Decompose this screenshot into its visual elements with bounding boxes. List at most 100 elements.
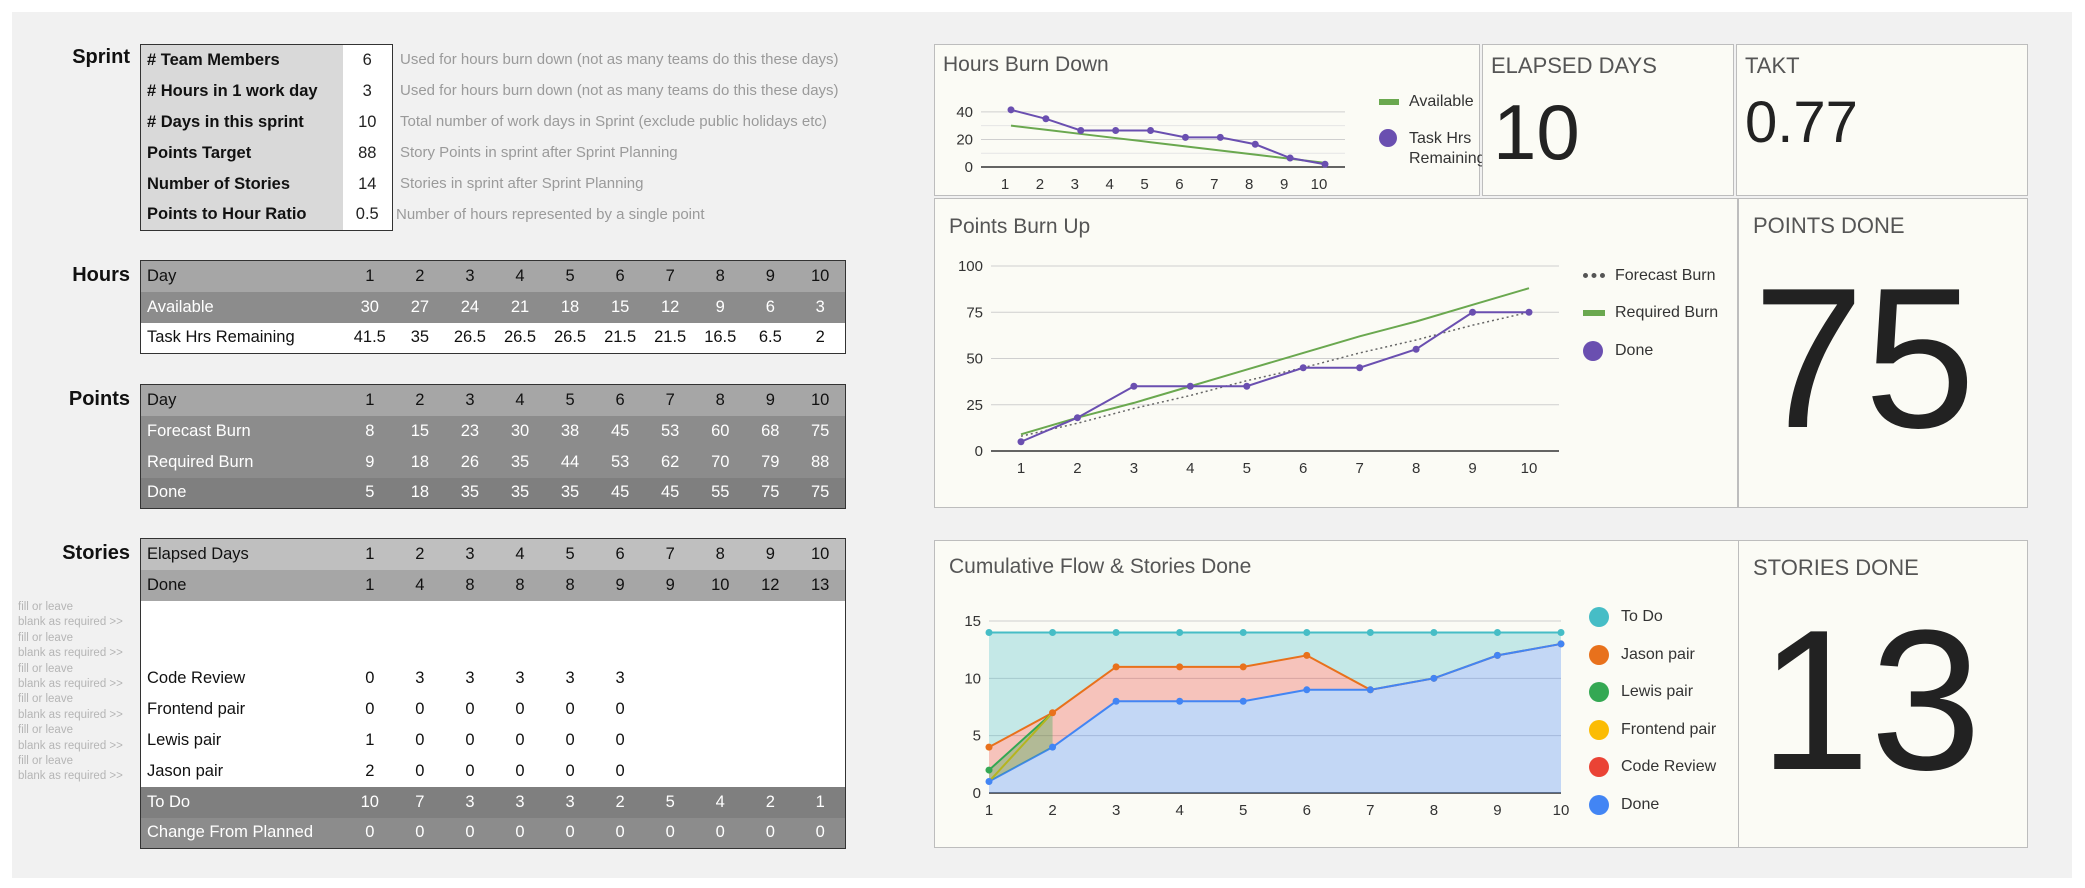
table-cell: 9 xyxy=(665,575,675,594)
table-cell[interactable] xyxy=(345,601,395,632)
table-cell[interactable]: 0 xyxy=(465,730,475,749)
table-cell[interactable]: 3 xyxy=(615,668,625,687)
legend-required-burn: Required Burn xyxy=(1583,304,1718,322)
table-cell[interactable] xyxy=(795,756,845,787)
row-label: Forecast Burn xyxy=(147,421,251,440)
table-cell[interactable] xyxy=(345,632,395,663)
data-point xyxy=(985,743,993,751)
table-cell[interactable]: 1 xyxy=(365,730,375,749)
table-cell[interactable] xyxy=(395,601,445,632)
table-cell[interactable]: 0 xyxy=(365,668,375,687)
table-cell[interactable]: 0 xyxy=(615,730,625,749)
table-cell: 7 xyxy=(665,544,675,563)
sprint-setting-value[interactable]: 6 xyxy=(342,44,393,76)
table-cell[interactable] xyxy=(595,632,645,663)
sprint-settings-table: # Team Members 6 # Hours in 1 work day 3 # D… xyxy=(140,44,393,231)
x-tick-label: 8 xyxy=(1412,460,1420,477)
table-cell[interactable] xyxy=(645,663,695,694)
table-cell[interactable] xyxy=(795,694,845,725)
points-burn-up-panel: Points Burn Up 0 25 50 75 100 1 2 3 4 5 6 7 8 9 10 For… xyxy=(934,198,1738,508)
table-cell[interactable]: 0 xyxy=(565,761,575,780)
table-cell[interactable] xyxy=(445,601,495,632)
table-cell[interactable]: 0 xyxy=(415,699,425,718)
table-cell[interactable] xyxy=(645,601,695,632)
table-cell: 18 xyxy=(560,297,580,316)
table-cell[interactable]: 0 xyxy=(415,730,425,749)
table-cell[interactable]: 0 xyxy=(565,699,575,718)
table-cell[interactable]: 3 xyxy=(515,668,525,687)
table-cell[interactable] xyxy=(395,632,445,663)
table-cell[interactable] xyxy=(495,601,545,632)
table-cell[interactable] xyxy=(745,725,795,756)
table-cell[interactable] xyxy=(645,756,695,787)
table-cell[interactable]: 0 xyxy=(615,699,625,718)
table-cell[interactable]: 0 xyxy=(565,730,575,749)
table-cell[interactable] xyxy=(745,756,795,787)
sprint-row: Points Target 88 xyxy=(140,137,393,169)
table-cell[interactable] xyxy=(695,663,745,694)
table-cell[interactable] xyxy=(795,725,845,756)
table-cell[interactable] xyxy=(495,632,545,663)
table-cell[interactable]: 3 xyxy=(415,668,425,687)
table-cell[interactable] xyxy=(745,663,795,694)
table-cell[interactable] xyxy=(695,601,745,632)
table-cell: 68 xyxy=(761,421,780,440)
row-label: Change From Planned xyxy=(147,823,314,842)
table-cell: 4 xyxy=(715,792,725,811)
sprint-setting-value[interactable]: 88 xyxy=(342,137,393,169)
table-cell: 79 xyxy=(761,452,780,471)
table-cell[interactable] xyxy=(795,663,845,694)
table-cell: 5 xyxy=(565,544,575,563)
table-cell[interactable] xyxy=(745,632,795,663)
table-cell[interactable] xyxy=(745,694,795,725)
table-cell[interactable]: 0 xyxy=(465,761,475,780)
sprint-setting-value[interactable]: 10 xyxy=(342,106,393,138)
table-cell: 38 xyxy=(560,421,580,440)
table-cell[interactable] xyxy=(645,725,695,756)
x-tick-label: 10 xyxy=(1553,802,1570,819)
table-cell: 26.5 xyxy=(554,328,587,347)
stories-done-panel: STORIES DONE 13 xyxy=(1738,540,2028,848)
table-cell[interactable] xyxy=(595,601,645,632)
row-label: Jason pair xyxy=(147,761,224,780)
table-cell[interactable]: 0 xyxy=(515,730,525,749)
table-cell[interactable]: 0 xyxy=(365,699,375,718)
table-cell[interactable]: 3 xyxy=(465,668,475,687)
table-cell: 35 xyxy=(560,483,580,502)
table-cell[interactable]: 3 xyxy=(565,668,575,687)
table-cell[interactable]: 0 xyxy=(415,761,425,780)
table-cell[interactable] xyxy=(645,632,695,663)
table-cell[interactable]: 0 xyxy=(615,761,625,780)
row-label: Elapsed Days xyxy=(147,544,249,563)
sprint-setting-value[interactable]: 3 xyxy=(342,75,393,107)
table-cell[interactable] xyxy=(695,632,745,663)
table-cell[interactable] xyxy=(695,725,745,756)
table-cell[interactable]: 0 xyxy=(465,699,475,718)
table-cell[interactable] xyxy=(445,632,495,663)
table-cell[interactable] xyxy=(645,694,695,725)
table-cell[interactable] xyxy=(795,632,845,663)
table-cell: 12 xyxy=(761,575,780,594)
table-cell[interactable] xyxy=(545,601,595,632)
data-point xyxy=(1251,140,1259,148)
section-label-hours: Hours xyxy=(72,264,130,286)
table-cell[interactable] xyxy=(745,601,795,632)
sprint-setting-value[interactable]: 14 xyxy=(342,168,393,200)
series-line-required xyxy=(1020,287,1530,436)
x-tick-label: 2 xyxy=(1073,460,1081,477)
table-cell[interactable] xyxy=(795,601,845,632)
table-cell: 0 xyxy=(465,823,475,842)
table-cell[interactable] xyxy=(695,756,745,787)
table-cell: 9 xyxy=(765,266,775,285)
table-cell[interactable]: 0 xyxy=(515,761,525,780)
table-cell: 2 xyxy=(415,390,425,409)
table-cell: 35 xyxy=(460,483,480,502)
table-cell: 0 xyxy=(765,823,775,842)
data-point xyxy=(1112,697,1120,705)
table-cell[interactable]: 2 xyxy=(365,761,375,780)
x-tick-label: 1 xyxy=(1017,460,1025,477)
table-cell[interactable] xyxy=(545,632,595,663)
table-cell[interactable] xyxy=(695,694,745,725)
table-cell[interactable]: 0 xyxy=(515,699,525,718)
sprint-setting-value[interactable]: 0.5 xyxy=(342,199,393,231)
